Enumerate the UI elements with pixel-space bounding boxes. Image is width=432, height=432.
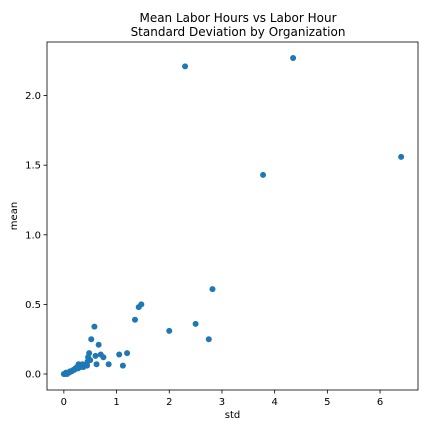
data-point	[182, 63, 189, 70]
y-axis-label: mean	[9, 202, 20, 230]
data-point	[124, 350, 131, 357]
data-point	[132, 316, 139, 323]
data-point	[398, 153, 405, 160]
data-point	[105, 361, 112, 368]
data-point	[95, 341, 102, 348]
data-point	[93, 361, 100, 368]
data-point	[100, 354, 107, 361]
data-point	[119, 362, 126, 369]
data-point	[116, 351, 123, 358]
x-axis-label: std	[225, 410, 240, 421]
data-point	[92, 352, 99, 359]
data-point	[166, 327, 173, 334]
data-point	[138, 301, 145, 308]
x-tick-label: 5	[324, 397, 330, 408]
plot-area	[60, 55, 405, 377]
data-point	[86, 350, 93, 357]
x-tick-label: 3	[219, 397, 225, 408]
data-point	[88, 336, 95, 343]
chart-title-line-2: Standard Deviation by Organization	[131, 25, 346, 39]
data-point	[87, 357, 94, 364]
x-tick-label: 4	[271, 397, 277, 408]
axes-frame	[46, 41, 419, 391]
x-tick-label: 1	[113, 397, 119, 408]
y-tick-label: 0.0	[25, 369, 41, 380]
x-tick-label: 6	[377, 397, 383, 408]
x-tick-label: 2	[166, 397, 172, 408]
y-tick-label: 0.5	[25, 300, 41, 311]
data-point	[290, 55, 297, 62]
chart-title-line-1: Mean Labor Hours vs Labor Hour	[139, 11, 336, 25]
y-tick-label: 2.0	[25, 91, 41, 102]
data-point	[260, 171, 267, 178]
data-point	[192, 320, 199, 327]
data-point	[205, 336, 212, 343]
data-point	[91, 323, 98, 330]
y-tick-label: 1.0	[25, 230, 41, 241]
y-tick-label: 1.5	[25, 161, 41, 172]
x-tick-label: 0	[61, 397, 67, 408]
data-point	[209, 286, 216, 293]
